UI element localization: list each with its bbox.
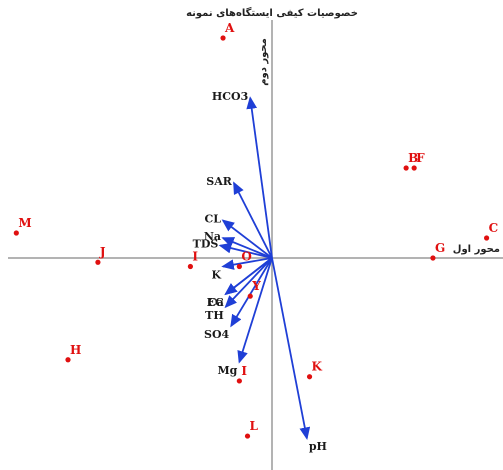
- sample-label-l: L: [250, 419, 259, 433]
- vector-ph: [271, 257, 311, 440]
- sample-point-b: [403, 165, 409, 171]
- chart-title: خصوصیات کیفی ایستگاه‌های نمونه: [186, 6, 358, 19]
- sample-label-o: O: [241, 249, 251, 263]
- sample-label-f: F: [416, 151, 425, 165]
- vector-label-na: Na: [204, 230, 221, 243]
- vector-label-cl: CL: [205, 213, 222, 226]
- sample-label-j: J: [99, 245, 106, 259]
- vector-label-ec: EC: [207, 296, 224, 309]
- vector-label-k: K: [211, 268, 221, 281]
- vector-label-th: TH: [205, 309, 224, 322]
- sample-point-f: [411, 165, 417, 171]
- vector-label-hco3: HCO3: [212, 90, 248, 103]
- sample-label-y: Y: [251, 279, 261, 293]
- sample-label-m: M: [18, 216, 31, 230]
- sample-point-i: [236, 378, 242, 384]
- sample-label-i: I: [192, 249, 198, 263]
- vector-th: [224, 257, 273, 309]
- vector-label-ca: Ca: [208, 296, 224, 309]
- vector-label-sar: SAR: [206, 175, 232, 188]
- vector-label-tds: TDS: [193, 238, 219, 251]
- sample-point-g: [430, 255, 436, 261]
- vector-mg: [237, 257, 273, 364]
- vector-tds: [218, 242, 273, 259]
- vector-label-so4: SO4: [204, 328, 230, 341]
- vector-ca: [224, 257, 273, 296]
- x-axis-title: محور اول: [453, 244, 500, 255]
- sample-point-k: [306, 374, 313, 380]
- vector-hco3: [246, 96, 273, 259]
- vector-k: [221, 257, 273, 270]
- sample-point-h: [65, 357, 71, 363]
- sample-point-o: [236, 263, 242, 270]
- sample-point-j: [95, 259, 101, 265]
- sample-point-c: [483, 235, 490, 241]
- y-axis-title: محور دوم: [258, 38, 269, 86]
- sample-label-h: H: [70, 343, 81, 357]
- sample-point-a: [220, 35, 226, 41]
- vector-so4: [230, 257, 273, 328]
- vector-label-mg: Mg: [217, 364, 237, 377]
- vector-na: [221, 237, 273, 259]
- sample-label-a: A: [224, 21, 235, 35]
- sample-point-l: [244, 433, 251, 439]
- vector-label-ph: pH: [309, 440, 327, 453]
- sample-label-k: K: [312, 360, 323, 374]
- sample-label-b: B: [408, 151, 418, 165]
- sample-label-i: I: [241, 364, 247, 378]
- vector-cl: [221, 219, 273, 259]
- sample-point-i: [187, 263, 193, 270]
- sample-label-g: G: [435, 241, 445, 255]
- vector-sar: [233, 181, 273, 259]
- sample-label-c: C: [489, 221, 499, 235]
- sample-point-m: [13, 230, 19, 236]
- sample-point-y: [247, 293, 253, 299]
